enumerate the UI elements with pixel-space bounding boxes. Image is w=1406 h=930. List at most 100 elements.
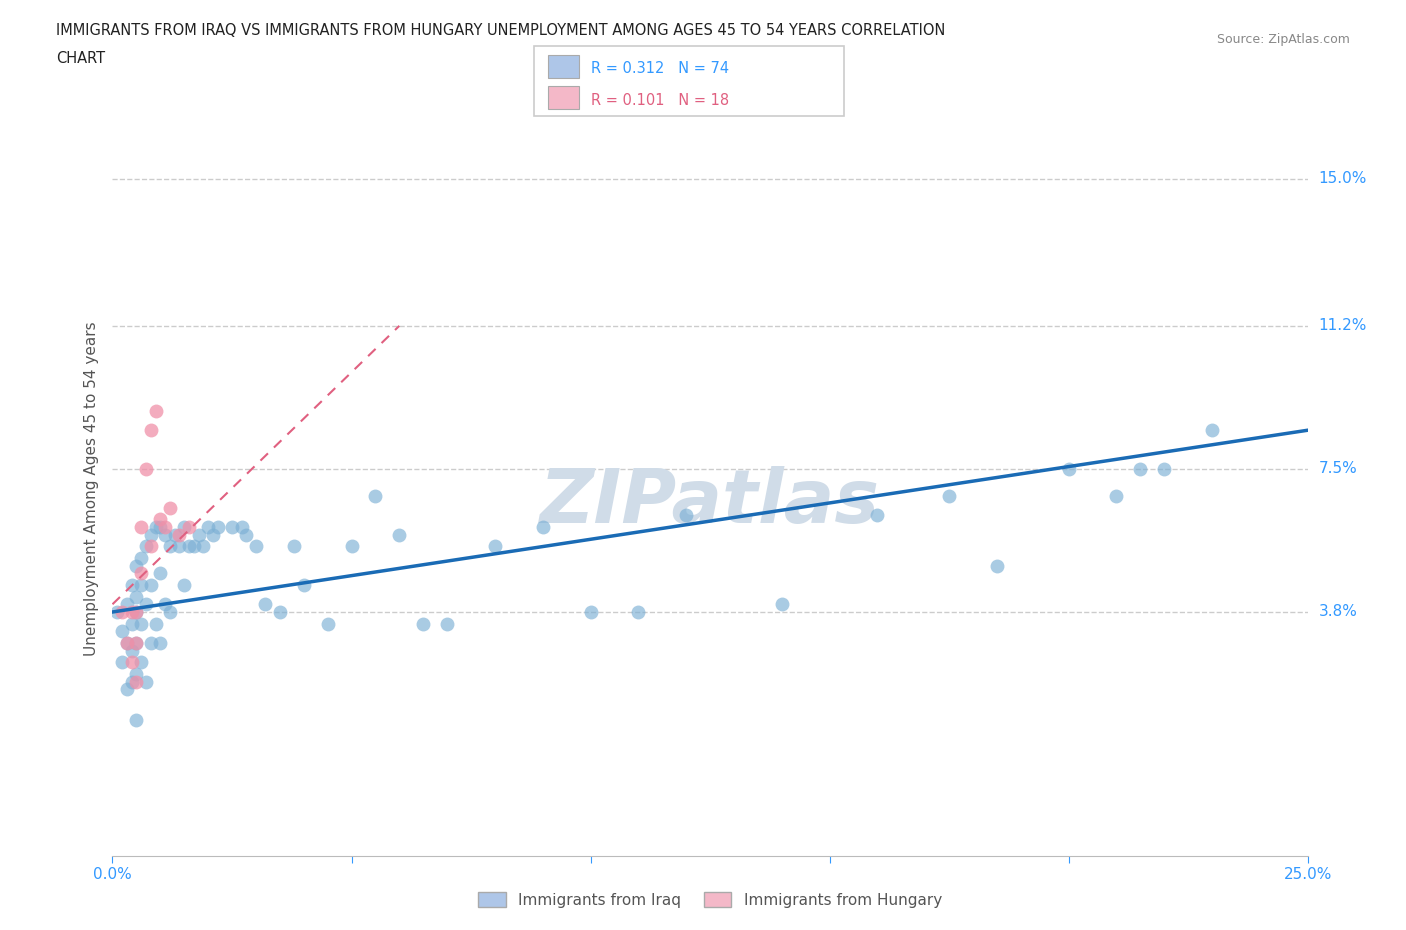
Point — [245, 538, 267, 553]
Point — [938, 488, 960, 503]
Point — [340, 538, 363, 553]
Text: Source: ZipAtlas.com: Source: ZipAtlas.com — [1216, 33, 1350, 46]
Text: 3.8%: 3.8% — [1319, 604, 1358, 619]
Point — [207, 520, 229, 535]
Point — [139, 423, 162, 438]
Point — [121, 578, 143, 592]
Point — [139, 527, 162, 542]
Point — [115, 597, 138, 612]
Point — [115, 635, 138, 650]
Point — [173, 520, 195, 535]
Point — [159, 604, 181, 619]
Point — [292, 578, 315, 592]
Point — [121, 617, 143, 631]
Point — [675, 508, 697, 523]
Point — [153, 597, 176, 612]
Point — [149, 512, 172, 526]
Point — [121, 644, 143, 658]
Point — [121, 604, 143, 619]
Point — [121, 655, 143, 670]
Point — [169, 538, 191, 553]
Point — [149, 565, 172, 580]
Text: R = 0.312   N = 74: R = 0.312 N = 74 — [591, 61, 728, 76]
Point — [159, 500, 181, 515]
Text: 7.5%: 7.5% — [1319, 461, 1357, 476]
Point — [159, 538, 181, 553]
Point — [177, 538, 200, 553]
Point — [111, 655, 134, 670]
Text: CHART: CHART — [56, 51, 105, 66]
Point — [183, 538, 205, 553]
Point — [153, 527, 176, 542]
Point — [579, 604, 602, 619]
Point — [135, 597, 157, 612]
Point — [316, 617, 339, 631]
Point — [1129, 461, 1152, 476]
Point — [187, 527, 209, 542]
Point — [153, 520, 176, 535]
Point — [115, 682, 138, 697]
Point — [149, 635, 172, 650]
Point — [129, 520, 152, 535]
Point — [105, 604, 128, 619]
Point — [115, 635, 138, 650]
Point — [139, 578, 162, 592]
Point — [231, 520, 253, 535]
Point — [145, 617, 167, 631]
Point — [145, 404, 167, 418]
Point — [125, 558, 148, 573]
Point — [145, 520, 167, 535]
Point — [235, 527, 257, 542]
Legend: Immigrants from Iraq, Immigrants from Hungary: Immigrants from Iraq, Immigrants from Hu… — [472, 886, 948, 914]
Point — [129, 565, 152, 580]
Point — [201, 527, 224, 542]
Point — [436, 617, 458, 631]
Point — [412, 617, 434, 631]
Point — [1105, 488, 1128, 503]
Point — [125, 712, 148, 727]
Point — [129, 578, 152, 592]
Point — [770, 597, 793, 612]
Point — [135, 674, 157, 689]
Point — [121, 674, 143, 689]
Point — [125, 635, 148, 650]
Point — [125, 674, 148, 689]
Point — [125, 667, 148, 682]
Point — [269, 604, 291, 619]
Text: R = 0.101   N = 18: R = 0.101 N = 18 — [591, 93, 728, 108]
Point — [135, 461, 157, 476]
Point — [149, 520, 172, 535]
Point — [139, 538, 162, 553]
Point — [125, 635, 148, 650]
Point — [197, 520, 219, 535]
Point — [125, 604, 148, 619]
Point — [484, 538, 506, 553]
Point — [163, 527, 186, 542]
Point — [129, 655, 152, 670]
Point — [1057, 461, 1080, 476]
Point — [627, 604, 650, 619]
Y-axis label: Unemployment Among Ages 45 to 54 years: Unemployment Among Ages 45 to 54 years — [83, 321, 98, 656]
Point — [1201, 423, 1223, 438]
Point — [388, 527, 411, 542]
Point — [531, 520, 554, 535]
Point — [283, 538, 305, 553]
Point — [866, 508, 889, 523]
Point — [111, 624, 134, 639]
Point — [135, 538, 157, 553]
Text: 11.2%: 11.2% — [1319, 318, 1367, 333]
Point — [111, 604, 134, 619]
Point — [254, 597, 277, 612]
Point — [986, 558, 1008, 573]
Point — [169, 527, 191, 542]
Point — [193, 538, 215, 553]
Point — [129, 551, 152, 565]
Point — [125, 604, 148, 619]
Point — [221, 520, 243, 535]
Point — [139, 635, 162, 650]
Text: ZIPatlas: ZIPatlas — [540, 467, 880, 539]
Text: IMMIGRANTS FROM IRAQ VS IMMIGRANTS FROM HUNGARY UNEMPLOYMENT AMONG AGES 45 TO 54: IMMIGRANTS FROM IRAQ VS IMMIGRANTS FROM … — [56, 23, 946, 38]
Point — [1153, 461, 1175, 476]
Point — [364, 488, 387, 503]
Point — [125, 589, 148, 604]
